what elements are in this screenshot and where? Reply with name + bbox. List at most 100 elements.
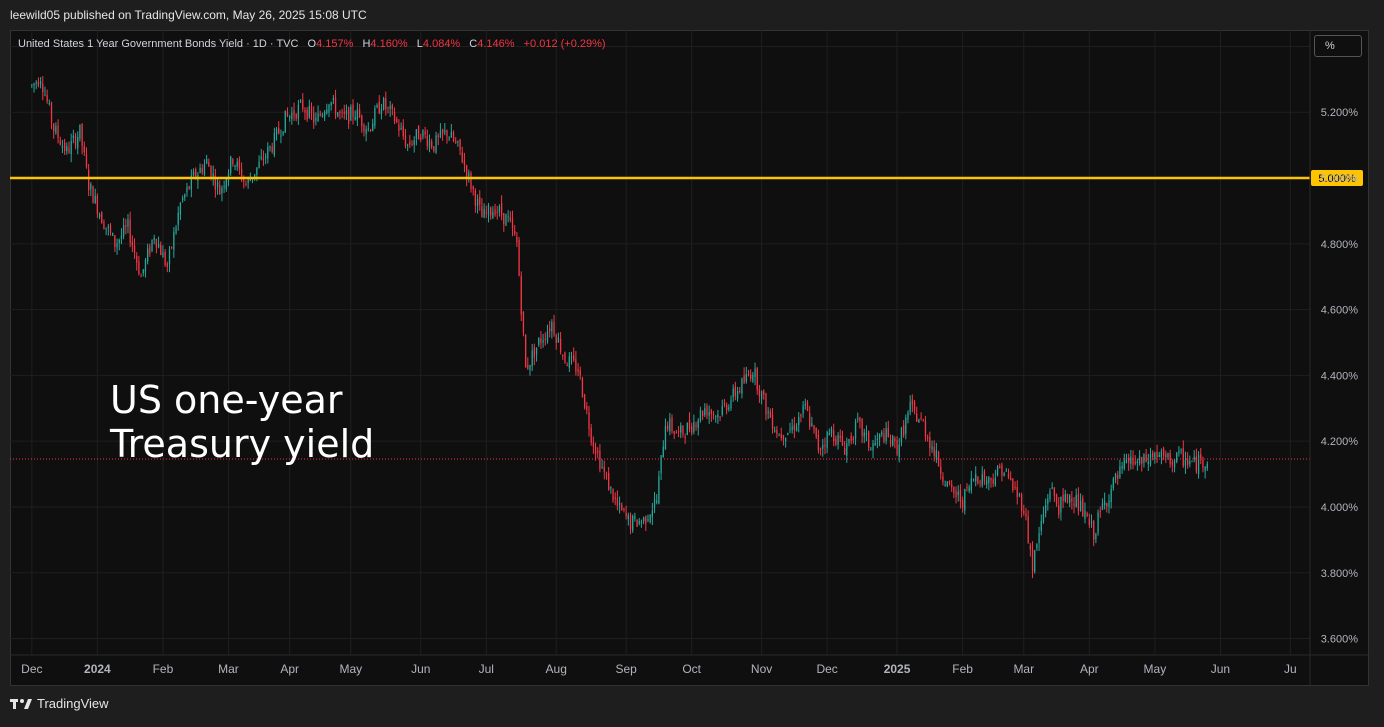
tradingview-brand[interactable]: TradingView [10,696,109,711]
candle-body [83,146,85,153]
candle-body [618,502,621,506]
candle-body [249,178,251,181]
candle-body [579,370,581,376]
candle-body [210,165,212,179]
candle-body [409,141,411,145]
candle-body [649,515,651,523]
candle-body [1027,516,1029,543]
candle-body [553,322,555,335]
candle-body [404,135,407,146]
chart-canvas[interactable]: 5.000% 3.600% 3.800% 4.000% 4.200% 4.400% 4.6… [10,30,1369,686]
candle-body [1106,502,1108,507]
candle-body [1200,453,1202,459]
candle-body [205,158,208,164]
candle-body [562,355,564,357]
candle-body [680,425,682,433]
candle-body [905,417,907,434]
candle-body [846,443,848,456]
candle-body [138,261,140,275]
candle-body [107,226,109,228]
candle-body [88,169,90,191]
candle-body [503,213,505,225]
candle-body [1001,464,1003,476]
x-tick-label: Feb [952,662,973,676]
candle-body [256,167,258,175]
candle-body [422,129,424,137]
x-tick-label: Mar [1013,662,1034,676]
candle-body [1178,451,1180,453]
candle-body [924,420,927,437]
candle-body [289,115,291,118]
candle-body [42,83,44,93]
candle-body [219,185,221,195]
candle-body [144,259,147,272]
candle-body [972,479,975,481]
candle-body [892,436,894,446]
candle-body [109,225,112,233]
candle-body [1171,461,1174,465]
candle-body [160,244,162,255]
candle-body [653,499,656,508]
candle-body [79,124,81,139]
candle-body [402,125,404,137]
candle-body [621,504,623,511]
candle-body [1162,448,1165,456]
level-lines: 5.000% [10,170,1363,460]
candle-body [979,481,981,483]
candle-body [461,152,463,163]
change-value: +0.012 (+0.29%) [523,38,606,50]
candle-body [1121,466,1123,469]
candle-body [1138,456,1141,464]
candle-body [1158,454,1160,457]
high-value: 4.160% [370,38,408,50]
candle-body [490,207,492,216]
brand-name: TradingView [37,696,109,711]
candle-body [935,450,938,459]
symbol-name[interactable]: United States 1 Year Government Bonds Yi… [18,38,299,50]
x-tick-label: Jul [479,662,494,676]
candle-body [173,231,175,250]
candle-body [675,432,678,434]
candlestick-series [31,76,1208,579]
symbol-legend[interactable]: United States 1 Year Government Bonds Yi… [18,38,606,50]
candle-body [356,109,359,120]
candle-body [433,146,435,152]
candle-body [666,425,669,430]
candle-body [116,243,118,248]
candle-body [208,162,210,167]
candle-body [120,235,123,239]
percent-scale-button[interactable]: % [1314,35,1362,57]
candle-body [970,478,972,491]
candle-body [1097,512,1099,533]
candle-body [72,135,75,138]
candle-body [647,519,649,521]
candle-body [642,517,645,522]
candle-body [1079,501,1082,512]
candle-body [286,112,289,117]
candle-body [802,405,804,414]
candle-body [771,414,774,430]
candle-body [852,438,855,441]
candle-body [291,112,293,120]
candle-body [171,247,173,249]
candle-body [1044,504,1047,514]
candle-body [695,424,697,427]
candle-body [1066,494,1069,503]
candle-body [1154,452,1156,459]
candle-body [999,466,1001,469]
candle-body [142,269,144,274]
candle-body [417,126,420,140]
chart-panel[interactable] [10,30,1369,686]
candle-body [162,252,164,258]
candle-body [996,466,999,475]
candle-body [391,105,394,110]
candle-body [1058,505,1060,515]
candle-body [505,214,507,226]
candle-body [511,218,514,229]
close-value: 4.146% [477,38,515,50]
candle-body [435,135,437,153]
candle-body [507,216,509,218]
candle-body [363,124,365,132]
candle-body [586,406,588,410]
candle-body [1189,461,1191,465]
